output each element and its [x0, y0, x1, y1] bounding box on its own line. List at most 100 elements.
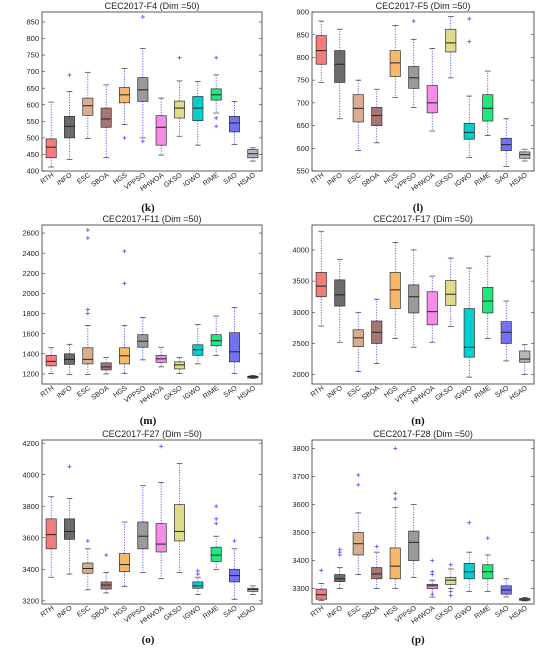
box-rime [210, 315, 222, 356]
panel-n: CEC2017-F17 (Dim =50) 2000 2500 3000 3500 400… [292, 214, 535, 427]
box-hsao [519, 148, 531, 162]
box-body [64, 518, 75, 540]
plot-frame [311, 224, 535, 385]
box-body [155, 115, 167, 146]
plot-frame [41, 224, 263, 385]
subfigure-label: (p) [411, 634, 425, 646]
box-body [82, 347, 94, 365]
y-tick-label: 3800 [22, 502, 39, 511]
subfigure-label: (o) [142, 634, 155, 646]
x-tick-label: HSAO [237, 172, 258, 189]
box-body [45, 518, 57, 550]
box-sboa [371, 544, 383, 589]
y-tick-label: 1200 [22, 370, 39, 379]
box-body [174, 361, 185, 370]
subfigure-label: (m) [140, 415, 157, 427]
y-tick-label: 3000 [292, 308, 309, 317]
box-body [463, 122, 475, 140]
x-tick-label: RTH [40, 385, 56, 399]
box-body [45, 354, 57, 367]
x-tick-label: HSAO [509, 605, 530, 622]
box-vppso [408, 504, 420, 578]
box-body [445, 577, 457, 585]
box-body [482, 287, 494, 314]
x-tick-label: SBOA [90, 605, 110, 622]
box-body [210, 546, 222, 562]
box-info [64, 464, 75, 575]
y-tick-label: 3400 [22, 565, 39, 574]
x-tick-label: IGWO [182, 385, 202, 402]
x-tick-label: ESC [76, 605, 92, 619]
box-gkso [445, 257, 457, 327]
panel-title: CEC2017-F4 (Dim =50) [105, 1, 200, 11]
x-tick-label: HSAO [237, 385, 258, 402]
box-body [371, 567, 383, 580]
y-tick-label: 3800 [292, 444, 309, 453]
box-igwo [192, 324, 204, 365]
subfigure-label: (k) [141, 202, 155, 214]
box-hhwoa [155, 444, 167, 580]
y-tick-label: 2400 [22, 249, 39, 258]
box-hsao [247, 585, 259, 595]
box-body [371, 107, 383, 126]
box-body [334, 279, 346, 307]
box-body [389, 272, 401, 309]
box-igwo [463, 16, 475, 158]
box-rth [45, 347, 57, 374]
x-tick-label: IGWO [453, 172, 473, 189]
x-tick-label: IGWO [453, 385, 473, 402]
box-hgs [119, 521, 130, 588]
box-igwo [463, 520, 475, 592]
x-tick-label: RTH [40, 172, 56, 186]
box-igwo [192, 81, 204, 146]
box-body [229, 332, 240, 363]
y-tick-label: 3400 [292, 556, 309, 565]
box-body [408, 530, 420, 561]
box-body [64, 115, 75, 139]
x-tick-label: INFO [56, 385, 74, 401]
box-esc [82, 538, 94, 591]
box-sao [500, 300, 512, 362]
y-tick-label: 750 [26, 51, 39, 60]
y-tick-label: 2000 [292, 370, 309, 379]
x-tick-label: RIME [202, 385, 221, 401]
plot-frame [311, 439, 535, 605]
box-info [334, 28, 346, 120]
box-body [408, 284, 420, 314]
x-tick-label: RTH [310, 172, 326, 186]
box-hsao [247, 147, 259, 162]
box-info [64, 72, 75, 160]
panel-p: CEC2017-F28 (Dim =50) 3300 3400 3500 3600 370… [292, 429, 535, 646]
x-tick-label: HSAO [509, 385, 530, 402]
box-body [100, 362, 112, 371]
box-hhwoa [155, 97, 167, 156]
plot-frame [41, 439, 263, 605]
plot-frame [311, 11, 535, 172]
box-sao [500, 118, 512, 167]
box-gkso [174, 463, 185, 573]
x-tick-label: SBOA [361, 172, 381, 189]
y-tick-label: 900 [296, 8, 309, 17]
box-body [137, 521, 149, 550]
box-body [100, 107, 112, 128]
box-hgs [119, 67, 130, 140]
box-rime [482, 70, 494, 136]
y-tick-label: 550 [296, 167, 309, 176]
box-rime [482, 255, 494, 339]
box-body [315, 272, 327, 298]
box-esc [82, 228, 94, 375]
box-rth [315, 568, 327, 601]
y-tick-label: 800 [26, 34, 39, 43]
box-hgs [389, 242, 401, 339]
x-tick-label: GKSO [434, 605, 455, 623]
box-hsao [519, 597, 531, 602]
x-tick-label: HSAO [509, 172, 530, 189]
box-vppso [137, 14, 149, 144]
box-body [119, 553, 130, 573]
box-body [174, 100, 185, 119]
y-tick-label: 3600 [22, 533, 39, 542]
x-tick-label: SBOA [361, 605, 381, 622]
panel-title: CEC2017-F11 (Dim =50) [102, 214, 201, 224]
box-body [82, 97, 94, 116]
x-tick-label: INFO [326, 172, 344, 188]
